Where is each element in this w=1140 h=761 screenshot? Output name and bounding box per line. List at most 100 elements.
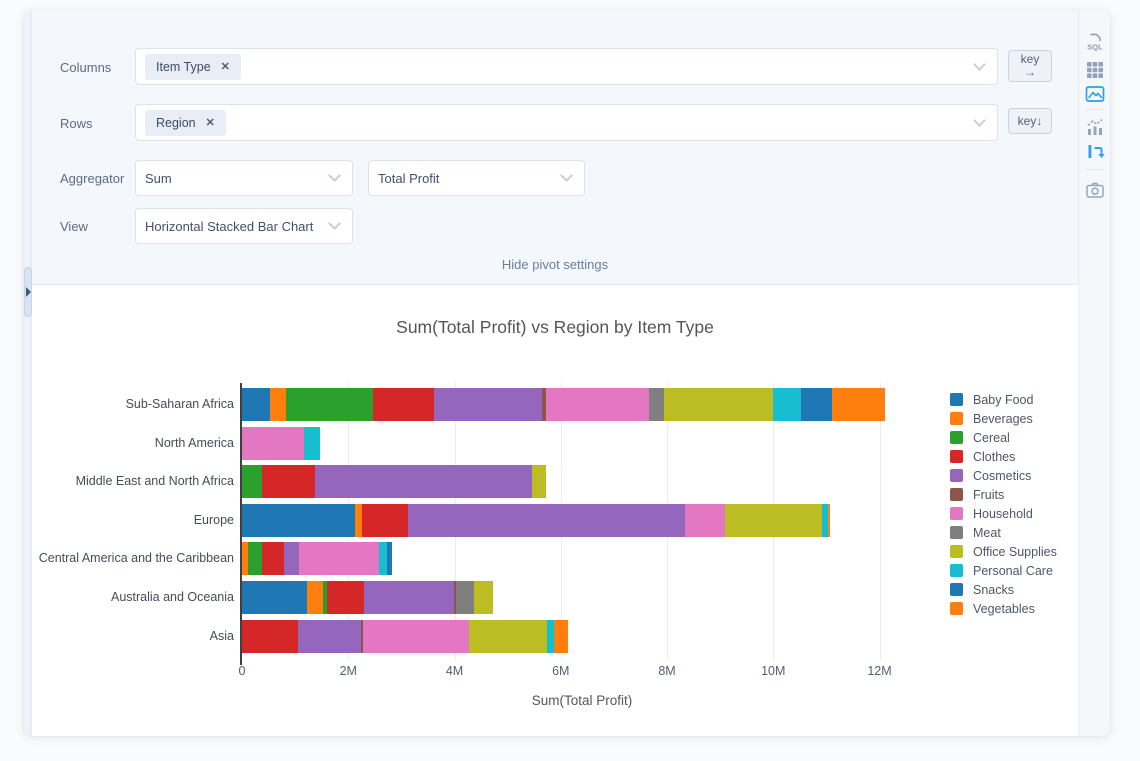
legend-swatch (950, 583, 963, 596)
legend-item[interactable]: Snacks (950, 580, 1057, 599)
bar-segment[interactable] (822, 503, 828, 537)
y-axis-label: North America (154, 435, 234, 450)
bar-segment[interactable] (298, 542, 379, 576)
bar-segment[interactable] (361, 619, 363, 653)
bar-segment[interactable] (664, 388, 774, 421)
bar-segment[interactable] (306, 580, 323, 614)
pivot-settings-panel: Columns Item Type ✕ key → Rows Region ✕ … (32, 10, 1078, 285)
legend-label: Personal Care (973, 563, 1053, 578)
legend-item[interactable]: Vegetables (950, 599, 1057, 618)
bar-segment[interactable] (297, 619, 361, 653)
left-panel-expand-handle[interactable] (24, 267, 32, 317)
bar-segment[interactable] (453, 580, 456, 614)
chart-type-icon[interactable] (1085, 117, 1105, 137)
arrow-right-icon: → (1024, 65, 1036, 79)
bar-segment[interactable] (372, 388, 434, 421)
table-view-icon[interactable] (1085, 60, 1105, 80)
legend-label: Baby Food (973, 392, 1034, 407)
bar-segment[interactable] (261, 465, 316, 499)
bar-segment[interactable] (364, 580, 454, 614)
bar-segment[interactable] (303, 426, 320, 460)
bar-segment[interactable] (407, 503, 685, 537)
legend-label: Cereal (973, 430, 1010, 445)
x-axis-tick-label: 0 (238, 664, 246, 678)
columns-sort-key-button[interactable]: key → (1008, 50, 1052, 82)
bar-segment[interactable] (242, 503, 355, 537)
arrow-down-icon: ↓ (1036, 114, 1043, 128)
legend-swatch (950, 507, 963, 520)
bar-segment[interactable] (455, 580, 474, 614)
bar-segment[interactable] (242, 619, 298, 653)
plot: Sub-Saharan Africa North America Middle Ea… (39, 383, 1057, 708)
legend-item[interactable]: Household (950, 504, 1057, 523)
bar-segment[interactable] (724, 503, 823, 537)
legend-item[interactable]: Beverages (950, 409, 1057, 428)
bar-segment[interactable] (327, 580, 365, 614)
legend-label: Fruits (973, 487, 1005, 502)
legend-swatch (950, 488, 963, 501)
y-axis-label: Asia (209, 628, 234, 643)
bar-segment[interactable] (387, 542, 393, 576)
bar-segment[interactable] (242, 580, 307, 614)
bar-segment[interactable] (433, 388, 542, 421)
rows-chip-remove-icon[interactable]: ✕ (205, 117, 215, 129)
rows-label: Rows (60, 116, 93, 131)
legend-item[interactable]: Cosmetics (950, 466, 1057, 485)
legend-label: Cosmetics (973, 468, 1032, 483)
bar-segment[interactable] (773, 388, 801, 421)
bar-segment[interactable] (286, 388, 373, 421)
columns-select[interactable]: Item Type ✕ (135, 48, 998, 85)
bar-segment[interactable] (800, 388, 833, 421)
bar-segment[interactable] (473, 580, 494, 614)
legend-item[interactable]: Clothes (950, 447, 1057, 466)
bar-segment[interactable] (554, 619, 569, 653)
bar-segment[interactable] (354, 503, 362, 537)
columns-chip-remove-icon[interactable]: ✕ (220, 61, 230, 73)
bar-segment[interactable] (247, 542, 262, 576)
legend-item[interactable]: Personal Care (950, 561, 1057, 580)
bar-segment[interactable] (261, 542, 284, 576)
bar-segment[interactable] (649, 388, 665, 421)
bar-segment[interactable] (362, 619, 470, 653)
bar-segment[interactable] (242, 426, 304, 460)
bar-segment[interactable] (242, 465, 262, 499)
screenshot-icon[interactable] (1085, 180, 1105, 200)
bar-segment[interactable] (469, 619, 548, 653)
legend-label: Beverages (973, 411, 1033, 426)
bar-segment[interactable] (832, 388, 885, 421)
bar-segment[interactable] (315, 465, 533, 499)
bar-segment[interactable] (827, 503, 831, 537)
bar-segment[interactable] (242, 388, 271, 421)
pivot-toggle-icon[interactable] (1085, 141, 1105, 161)
expand-arrow-icon (26, 287, 31, 297)
rows-sort-key-button[interactable]: key ↓ (1008, 108, 1052, 134)
bar-segment[interactable] (270, 388, 287, 421)
legend-item[interactable]: Meat (950, 523, 1057, 542)
rows-chip[interactable]: Region ✕ (145, 109, 226, 136)
aggregator-select[interactable]: Sum (135, 160, 353, 196)
bar-segment[interactable] (545, 388, 650, 421)
bar-segment[interactable] (242, 542, 248, 576)
legend-item[interactable]: Baby Food (950, 390, 1057, 409)
legend-item[interactable]: Office Supplies (950, 542, 1057, 561)
bar-segment[interactable] (541, 388, 546, 421)
x-axis-tick-label: 10M (761, 664, 786, 678)
legend-swatch (950, 393, 963, 406)
bar-segment[interactable] (322, 580, 327, 614)
bar-segment[interactable] (547, 619, 555, 653)
bar-segment[interactable] (684, 503, 725, 537)
aggregator-field-select[interactable]: Total Profit (368, 160, 585, 196)
hide-pivot-settings-link[interactable]: Hide pivot settings (501, 257, 609, 272)
columns-chip[interactable]: Item Type ✕ (145, 53, 241, 80)
legend-item[interactable]: Cereal (950, 428, 1057, 447)
rows-select[interactable]: Region ✕ (135, 104, 998, 141)
chevron-down-icon (560, 169, 573, 182)
bar-segment[interactable] (532, 465, 547, 499)
legend-item[interactable]: Fruits (950, 485, 1057, 504)
sql-editor-icon[interactable]: SQL (1085, 32, 1105, 52)
bar-segment[interactable] (378, 542, 388, 576)
bar-segment[interactable] (361, 503, 408, 537)
bar-segment[interactable] (283, 542, 299, 576)
view-select[interactable]: Horizontal Stacked Bar Chart (135, 208, 353, 244)
chart-view-icon-active[interactable] (1085, 84, 1105, 104)
